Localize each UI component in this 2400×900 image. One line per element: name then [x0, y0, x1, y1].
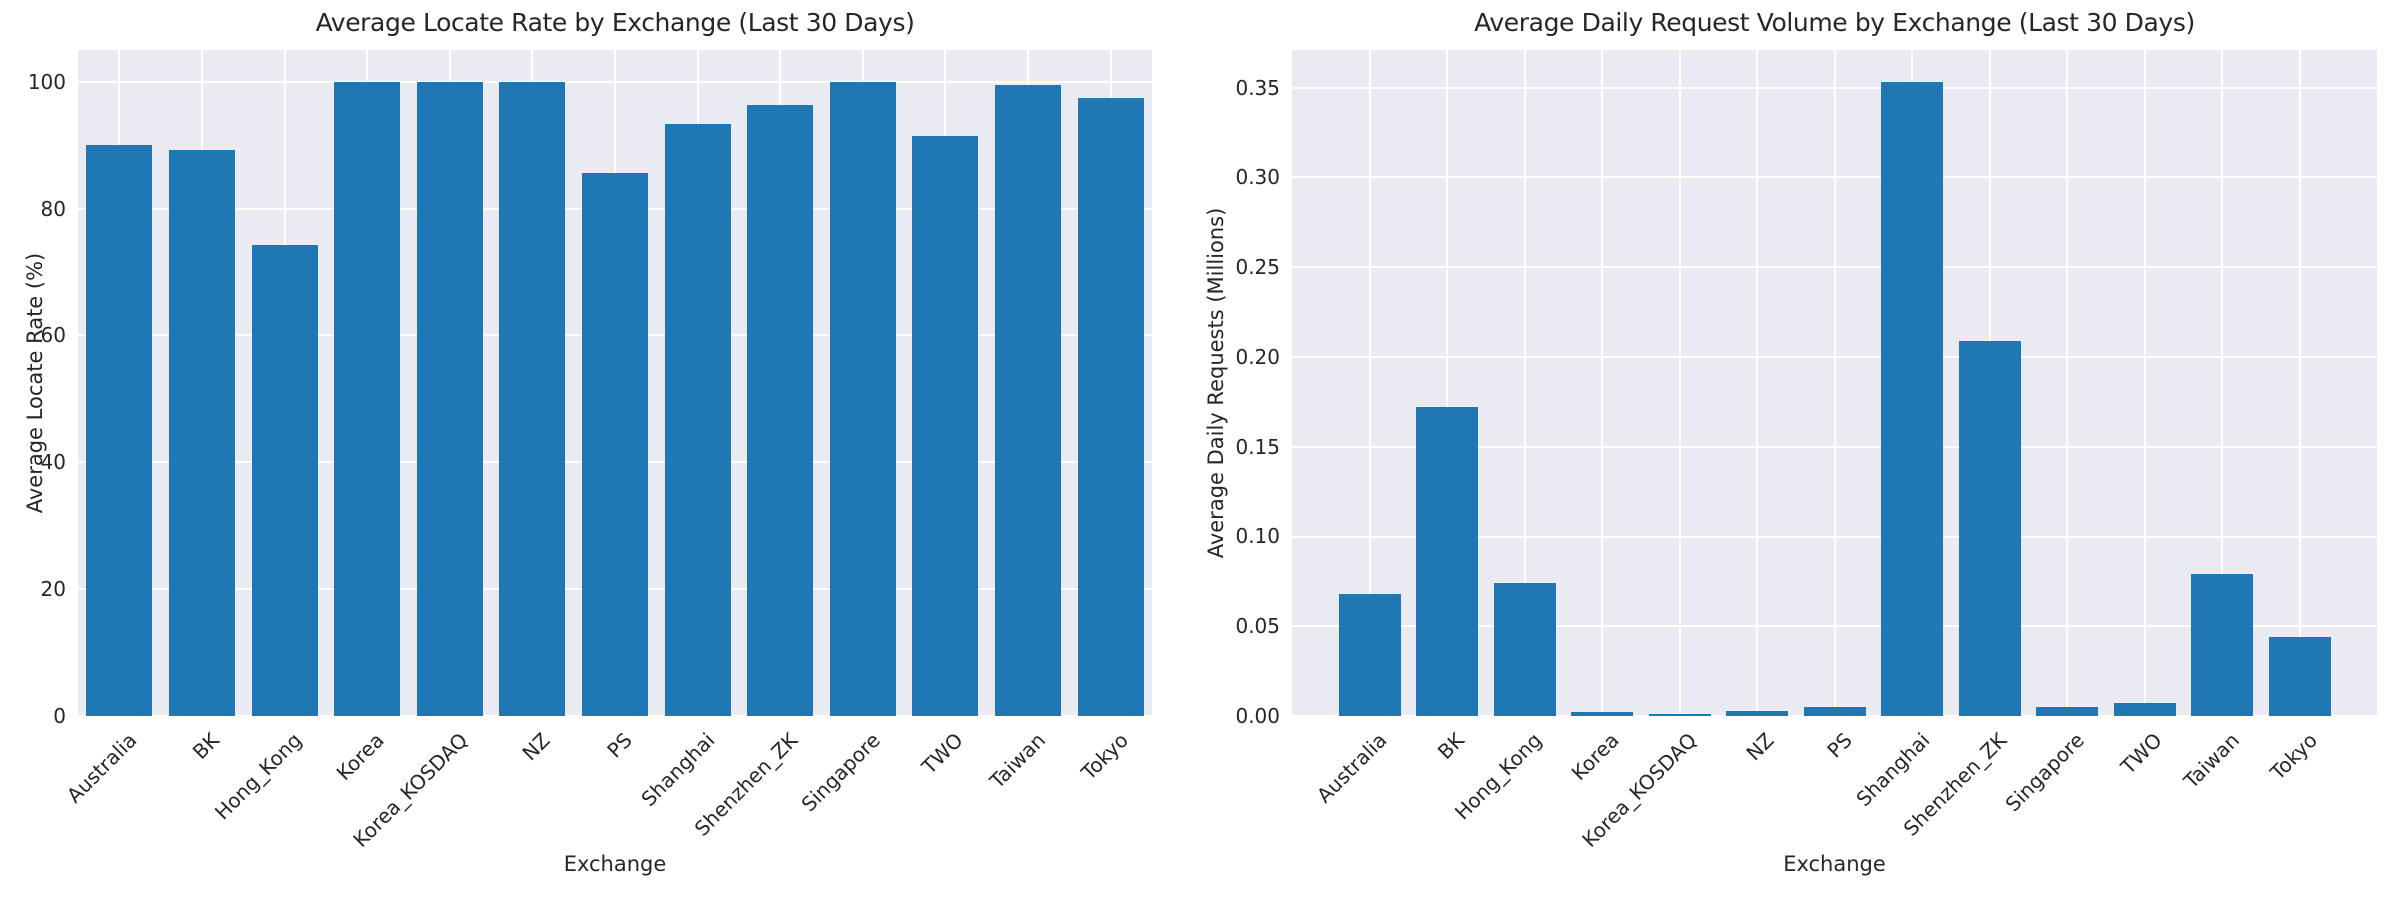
gridline-horizontal: [78, 715, 1152, 717]
bar-TWO: [2113, 703, 2176, 716]
y-tick-label: 20: [40, 577, 66, 602]
x-tick-label: Tokyo: [2264, 728, 2322, 785]
bar-Australia: [1338, 593, 1401, 716]
bar-Shenzhen_ZK: [747, 105, 814, 716]
x-tick-label: Shanghai: [1850, 728, 1934, 812]
plot-area-request-volume: [1292, 50, 2377, 717]
bar-PS: [582, 173, 648, 716]
gridline-vertical: [1446, 50, 1448, 716]
gridline-vertical: [1368, 50, 1371, 716]
x-tick-label: TWO: [916, 728, 968, 779]
bar-Korea_KOSDAQ: [416, 81, 483, 716]
y-tick-label: 0.30: [1235, 165, 1280, 190]
x-tick-label: Singapore: [796, 728, 885, 817]
bar-PS: [1803, 707, 1866, 716]
y-tick-label: 0.25: [1235, 255, 1280, 280]
x-tick-label: Taiwan: [2178, 728, 2244, 794]
y-tick-label: 80: [40, 196, 66, 221]
y-axis-label-request-volume: Average Daily Requests (Millions): [1204, 207, 1228, 559]
bar-BK: [1416, 407, 1478, 716]
x-tick-label: TWO: [2115, 728, 2167, 779]
bar-Shanghai: [1881, 82, 1943, 716]
bar-NZ: [1726, 710, 1788, 716]
x-tick-label: BK: [187, 728, 224, 764]
bar-TWO: [912, 136, 979, 716]
x-axis-label-exchange-right: Exchange: [1783, 852, 1886, 876]
bar-Taiwan: [2191, 574, 2253, 716]
y-tick-label: 100: [27, 69, 66, 94]
y-tick-label: 0.15: [1235, 434, 1280, 459]
bar-Taiwan: [995, 84, 1062, 716]
x-tick-label: Australia: [61, 728, 142, 808]
gridline-vertical: [2066, 50, 2068, 716]
x-tick-label: Korea: [332, 728, 390, 786]
x-tick-label: PS: [1821, 728, 1857, 763]
bar-Hong_Kong: [251, 245, 318, 716]
x-tick-label: Shanghai: [636, 728, 720, 812]
x-tick-label: Korea: [1566, 728, 1624, 786]
bar-Singapore: [829, 81, 896, 716]
x-tick-label: Australia: [1311, 728, 1392, 808]
y-tick-label: 0.05: [1235, 614, 1280, 639]
x-tick-label: NZ: [517, 728, 555, 766]
x-axis-label-exchange-left: Exchange: [563, 852, 667, 876]
y-tick-label: 0: [53, 704, 66, 728]
gridline-vertical: [2221, 50, 2223, 716]
gridline-vertical: [2143, 50, 2146, 716]
bar-Australia: [86, 144, 153, 716]
y-tick-label: 40: [40, 450, 66, 475]
bar-Singapore: [2036, 707, 2098, 716]
x-tick-label: BK: [1433, 728, 1469, 764]
bar-Korea_KOSDAQ: [1648, 714, 1711, 716]
gridline-vertical: [1756, 50, 1758, 716]
x-tick-label: PS: [602, 728, 637, 763]
y-tick-label: 0.10: [1235, 524, 1280, 549]
bar-Tokyo: [1077, 98, 1144, 716]
bar-NZ: [499, 81, 566, 716]
x-tick-label: Taiwan: [984, 728, 1051, 794]
x-tick-label: Tokyo: [1076, 728, 1133, 785]
gridline-vertical: [1678, 50, 1681, 716]
bar-Shenzhen_ZK: [1958, 340, 2021, 716]
gridline-horizontal: [1292, 715, 2377, 717]
x-tick-label: NZ: [1741, 728, 1779, 766]
chart-title-request-volume: Average Daily Request Volume by Exchange…: [1474, 8, 2195, 37]
bar-Korea: [334, 81, 401, 716]
y-tick-label: 0.35: [1235, 75, 1280, 100]
y-tick-label: 0.20: [1235, 344, 1280, 369]
bar-Hong_Kong: [1493, 583, 1556, 716]
bar-Shanghai: [664, 124, 731, 716]
plot-area-locate-rate: [78, 50, 1152, 717]
gridline-vertical: [2298, 50, 2301, 716]
chart-title-locate-rate: Average Locate Rate by Exchange (Last 30…: [315, 8, 915, 37]
bar-BK: [168, 149, 235, 716]
y-tick-label: 60: [40, 323, 66, 348]
gridline-vertical: [1833, 50, 1836, 716]
x-tick-label: Hong_Kong: [210, 728, 307, 825]
gridline-vertical: [1523, 50, 1526, 716]
y-tick-label: 0.00: [1235, 704, 1280, 728]
bar-Tokyo: [2268, 637, 2331, 716]
bar-Korea: [1571, 712, 1633, 716]
x-tick-label: Singapore: [2000, 728, 2089, 817]
gridline-vertical: [1601, 50, 1603, 716]
